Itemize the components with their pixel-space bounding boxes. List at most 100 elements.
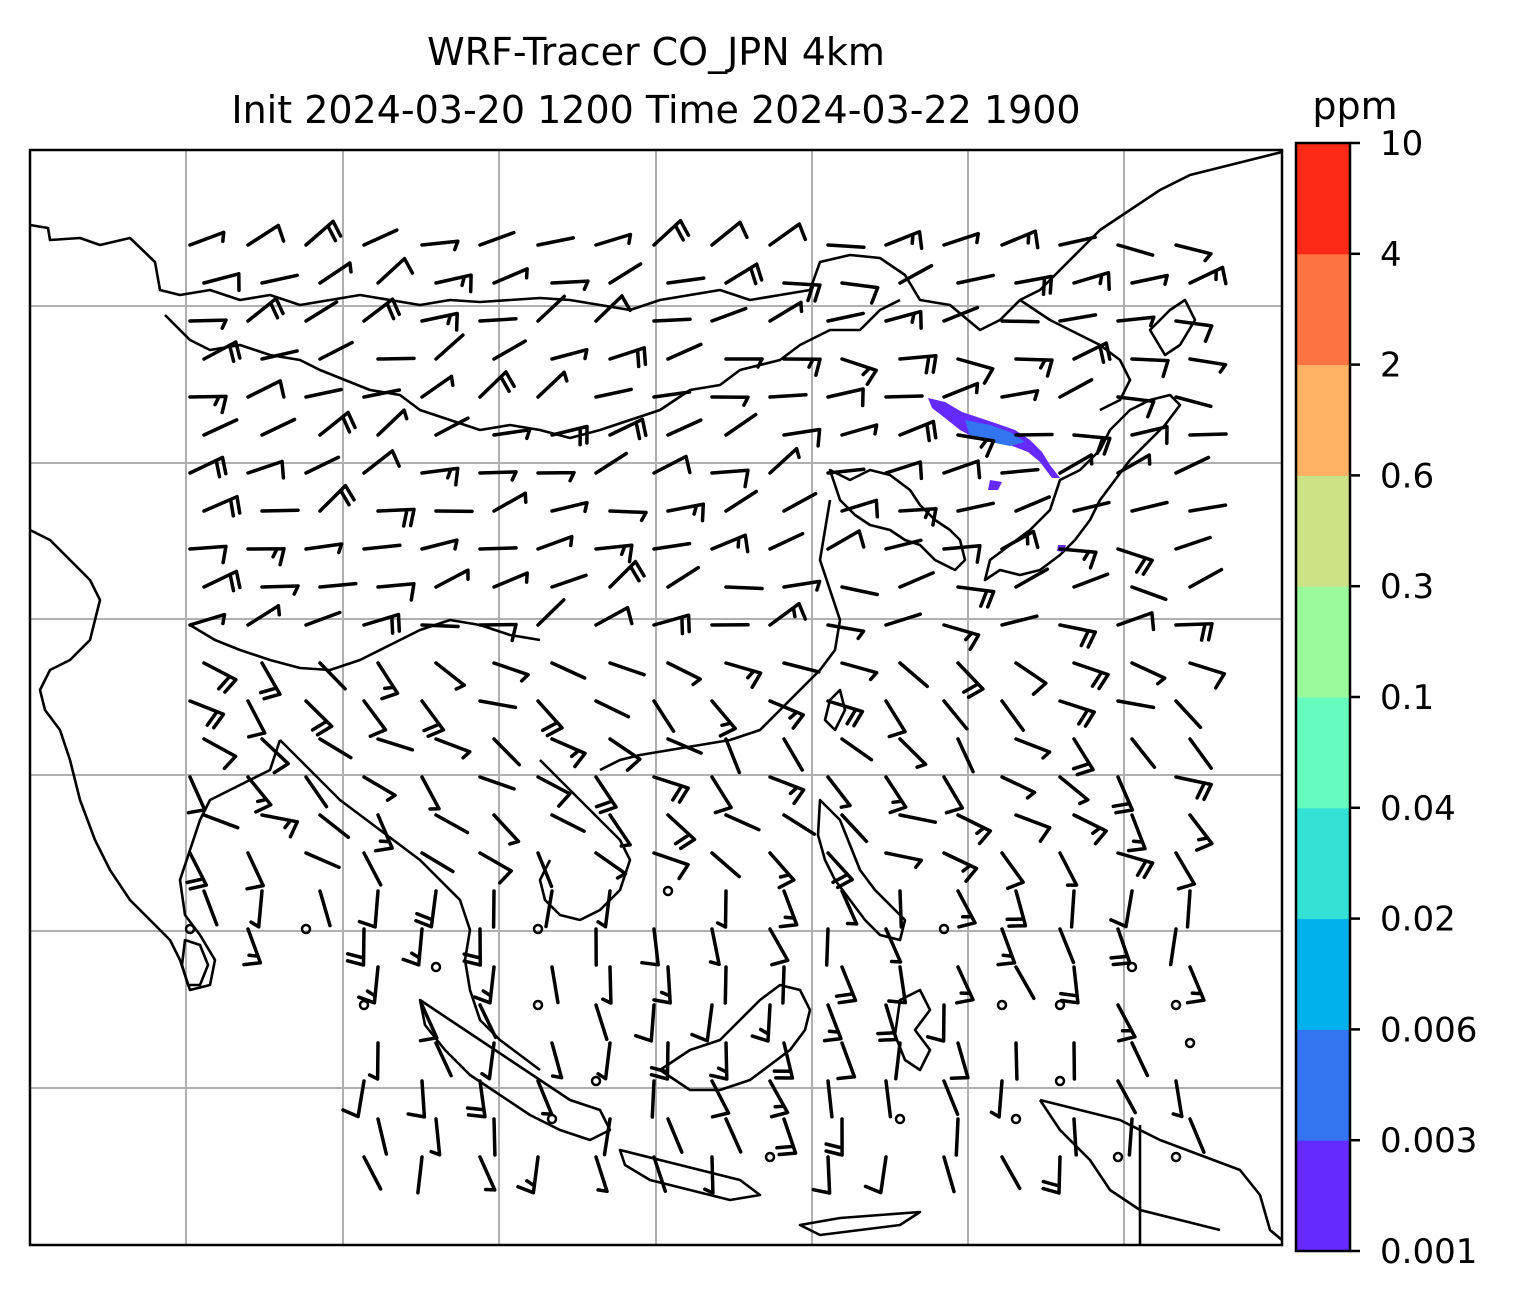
wind-barb (594, 294, 632, 323)
wind-barb (1072, 813, 1108, 846)
wind-barb (640, 927, 660, 967)
wind-barb (1185, 889, 1192, 929)
wind-barb (362, 228, 399, 247)
wind-barb (536, 370, 569, 399)
wind-barb (1014, 432, 1054, 437)
wind-barb (362, 449, 401, 475)
wind-barb (782, 427, 822, 448)
wind-barb (768, 775, 806, 806)
calm-wind-marker (894, 1113, 906, 1125)
wind-barb (898, 813, 938, 824)
wind-barb (550, 279, 590, 292)
colorbar-segment (1296, 1140, 1350, 1252)
wind-barb (782, 737, 804, 772)
wind-barb (708, 927, 721, 967)
wind-barb (188, 230, 226, 247)
wind-barb (768, 222, 808, 247)
wind-barb (840, 585, 879, 597)
wind-barb (1111, 775, 1135, 815)
colorbar-tick-label: 0.6 (1380, 456, 1434, 496)
wind-barb (1174, 851, 1197, 891)
wind-barb (367, 1041, 380, 1081)
wind-barb (1188, 503, 1228, 513)
wind-barb (188, 318, 228, 330)
wind-barb (822, 1003, 843, 1043)
wind-barb (724, 412, 758, 437)
wind-barb (478, 851, 513, 885)
wind-barb (1116, 395, 1156, 419)
wind-barb (202, 340, 242, 364)
wind-barb (949, 1041, 970, 1080)
wind-barb (1126, 813, 1147, 853)
wind-barb (418, 1003, 439, 1043)
wind-barb (185, 851, 209, 891)
wind-barb (492, 267, 529, 285)
wind-barb (550, 737, 587, 769)
wind-barb (724, 357, 764, 369)
wind-barb (768, 300, 804, 323)
wind-barb (1014, 357, 1054, 378)
wind-barb (1072, 341, 1112, 365)
wind-barb (550, 813, 586, 833)
wind-barb (782, 357, 822, 377)
title-line-2: Init 2024-03-20 1200 Time 2024-03-22 190… (231, 88, 1081, 132)
wind-barb (811, 1155, 832, 1195)
wind-barb (1000, 389, 1040, 402)
wind-barb (710, 306, 748, 323)
wind-barb (420, 538, 459, 551)
wind-barb (1072, 661, 1110, 691)
wind-barb (376, 408, 409, 437)
map-frame (28, 148, 1284, 1247)
wind-barb (715, 889, 728, 929)
wind-barb (1058, 927, 1076, 965)
colorbar-tick-label: 0.001 (1380, 1232, 1477, 1272)
wind-barb (601, 965, 613, 1005)
calm-wind-marker (1112, 1151, 1124, 1163)
wind-barb (492, 661, 530, 683)
wind-barb (652, 454, 692, 475)
wind-barb (652, 390, 692, 399)
wind-barb (1014, 813, 1052, 843)
wind-barb (318, 261, 353, 285)
wind-barb (887, 965, 908, 1005)
wind-barb (1058, 623, 1098, 649)
calm-wind-marker (1170, 1151, 1182, 1163)
wind-barb (304, 699, 334, 737)
wind-barb (1014, 737, 1052, 760)
title-line-1: WRF-Tracer CO_JPN 4km (427, 30, 885, 74)
wind-barb (550, 573, 588, 589)
wind-barb (956, 273, 995, 285)
wind-barb (1058, 235, 1097, 247)
wind-barb (942, 851, 979, 883)
wind-barb (996, 927, 1017, 967)
wind-barb (492, 1117, 497, 1157)
wind-barb (246, 459, 286, 480)
wind-barb (884, 1079, 893, 1119)
wind-barb (536, 851, 554, 889)
wind-barb (1014, 661, 1048, 696)
wind-barb (1171, 1079, 1184, 1119)
wind-barb (840, 661, 879, 682)
wind-barb (608, 509, 648, 523)
wind-barb (434, 416, 470, 437)
wind-barb (492, 428, 532, 441)
wind-barb (420, 466, 460, 487)
wind-barb (942, 623, 981, 652)
wind-barb (884, 851, 924, 870)
wind-barb (1116, 611, 1156, 632)
wind-barb (1130, 585, 1168, 602)
wind-barb (376, 1117, 389, 1156)
tracer-plume (928, 398, 1066, 552)
wind-barb (608, 813, 632, 848)
wind-barb (202, 813, 240, 830)
wind-barb (724, 737, 742, 775)
wind-barb (434, 737, 472, 760)
wind-barb (202, 272, 241, 293)
wind-barb (1130, 1041, 1150, 1078)
wind-barb (956, 585, 996, 609)
wind-barb (666, 1117, 684, 1154)
wind-barb (416, 1155, 424, 1195)
calm-wind-marker (358, 999, 370, 1011)
wind-barb (1130, 273, 1169, 286)
